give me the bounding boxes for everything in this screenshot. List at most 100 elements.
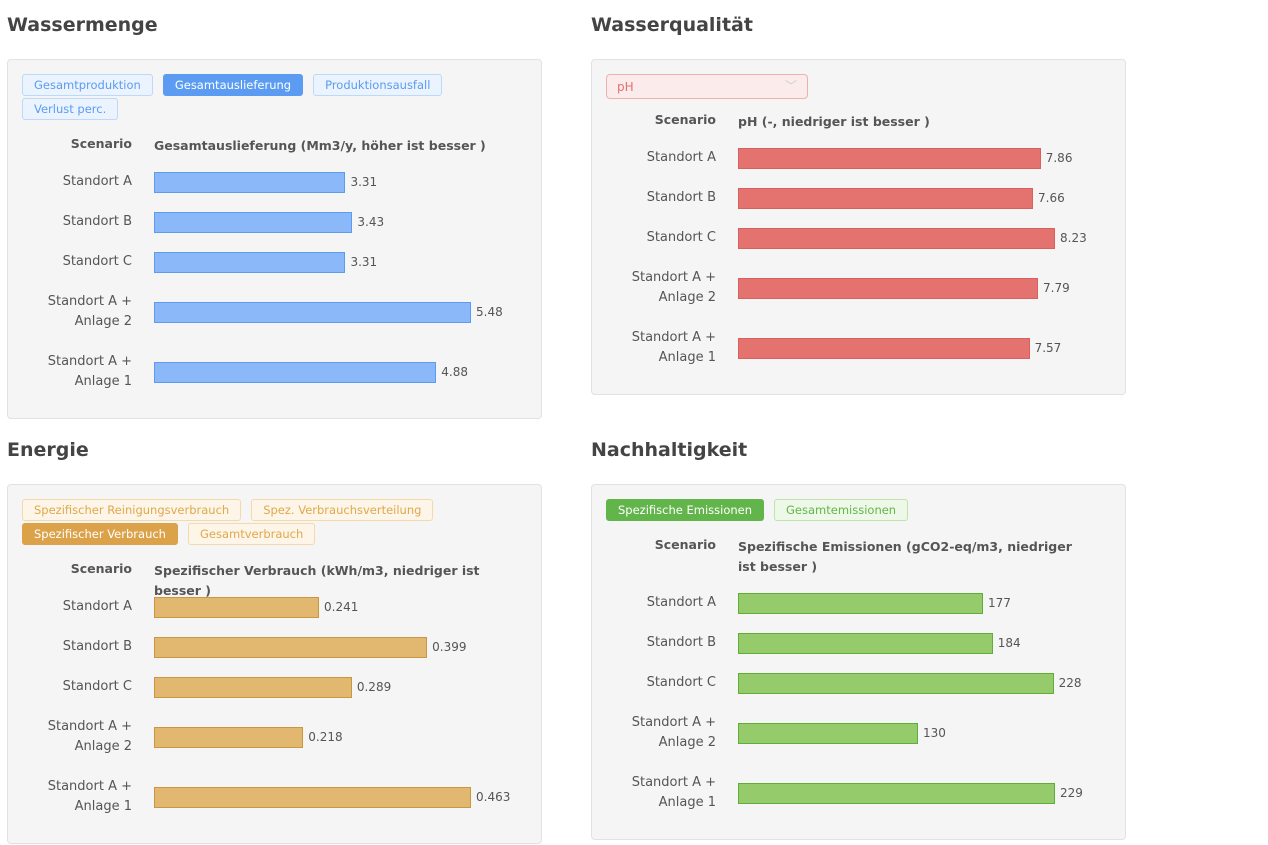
bar[interactable] [738, 188, 1034, 209]
metric-button[interactable]: Produktionsausfall [313, 74, 443, 96]
metric-button[interactable]: Spezifischer Verbrauch [22, 523, 178, 545]
category-label: Standort C [62, 679, 132, 694]
bar-row: Standort A + Anlage 2 0.218 [8, 717, 541, 777]
category-label: Standort A + Anlage 1 [47, 779, 132, 814]
bar[interactable] [738, 633, 993, 654]
bar-row: Standort A + Anlage 2 7.79 [592, 268, 1125, 328]
bar-row: Standort A + Anlage 1 229 [592, 773, 1125, 833]
bar-row: Standort C 3.31 [8, 252, 541, 292]
bar-value-label: 3.43 [357, 215, 385, 229]
metric-select-value: pH [617, 80, 634, 94]
bar-value-label: 130 [922, 726, 946, 740]
chart-title: Energie [7, 439, 89, 461]
value-header: Spezifische Emissionen (gCO2-eq/m3, nied… [738, 539, 1072, 574]
bar[interactable] [154, 172, 346, 193]
bar[interactable] [738, 593, 984, 614]
metric-select[interactable]: pH ﹀ [606, 74, 808, 99]
bar[interactable] [154, 302, 471, 323]
category-label: Standort A + Anlage 1 [47, 354, 132, 389]
bar[interactable] [738, 783, 1055, 804]
category-label: Standort A + Anlage 2 [631, 715, 716, 750]
bar-value-label: 7.79 [1043, 281, 1070, 295]
bar-row: Standort A + Anlage 2 5.48 [8, 292, 541, 352]
metric-button[interactable]: Spez. Verbrauchsverteilung [251, 499, 434, 521]
bar-value-label: 3.31 [350, 255, 378, 269]
chart-panel: Gesamtproduktion Gesamtauslieferung Produk… [7, 59, 542, 419]
metric-button[interactable]: Gesamtproduktion [22, 74, 153, 96]
bar[interactable] [154, 787, 471, 808]
bar-row: Standort A 177 [592, 593, 1125, 633]
category-label: Standort A + Anlage 2 [47, 719, 132, 754]
metric-button[interactable]: Spezifischer Reinigungsverbrauch [22, 499, 242, 521]
chart-title: Nachhaltigkeit [591, 439, 748, 461]
bar[interactable] [738, 148, 1041, 169]
category-label: Standort C [62, 254, 132, 269]
chevron-down-icon: ﹀ [784, 79, 797, 93]
metric-button[interactable]: Gesamtemissionen [774, 499, 909, 521]
bar[interactable] [738, 673, 1054, 694]
bar-row: Standort B 0.399 [8, 637, 541, 677]
metric-button[interactable]: Verlust perc. [22, 98, 119, 120]
bar-row: Standort B 3.43 [8, 212, 541, 252]
bar-value-label: 7.57 [1034, 341, 1062, 355]
category-label: Standort A [646, 595, 716, 610]
bar-value-label: 0.218 [308, 730, 343, 744]
metric-button-group: Spezifischer Reinigungsverbrauch Spez. Ve… [22, 499, 462, 545]
bar-value-label: 3.31 [350, 175, 378, 189]
category-label: Standort B [62, 214, 132, 229]
category-header: Scenario [654, 112, 716, 127]
category-header: Scenario [70, 561, 132, 576]
bar[interactable] [154, 362, 437, 383]
bar[interactable] [154, 212, 353, 233]
bar-value-label: 229 [1060, 786, 1083, 800]
metric-button[interactable]: Spezifische Emissionen [606, 499, 765, 521]
bar-value-label: 7.86 [1045, 151, 1073, 165]
bar-row: Standort A + Anlage 1 7.57 [592, 328, 1125, 388]
category-label: Standort A + Anlage 2 [631, 270, 716, 305]
bar[interactable] [738, 228, 1055, 249]
bar-row: Standort A + Anlage 1 0.463 [8, 777, 541, 837]
bar-row: Standort A 3.31 [8, 172, 541, 212]
category-header: Scenario [654, 537, 716, 552]
metric-button[interactable]: Gesamtauslieferung [162, 74, 304, 96]
metric-button-group: Gesamtproduktion Gesamtauslieferung Produk… [22, 74, 462, 120]
bar-row: Standort B 184 [592, 633, 1125, 673]
category-label: Standort C [646, 230, 716, 245]
chart-title: Wasserqualität [591, 14, 753, 36]
category-label: Standort B [646, 635, 716, 650]
bar[interactable] [154, 252, 346, 273]
bar-row: Standort C 228 [592, 673, 1125, 713]
bar-value-label: 4.88 [441, 365, 468, 379]
bar-row: Standort C 0.289 [8, 677, 541, 717]
category-label: Standort A + Anlage 2 [47, 294, 132, 329]
bar[interactable] [154, 637, 428, 658]
bar-value-label: 228 [1058, 676, 1082, 690]
category-label: Standort A [646, 150, 716, 165]
metric-button-group: Spezifische Emissionen Gesamtemissionen [606, 499, 1046, 521]
bar[interactable] [154, 677, 352, 698]
chart-panel: pH ﹀ Scenario pH (-, niedriger ist besser )… [591, 59, 1126, 395]
bar-row: Standort C 8.23 [592, 228, 1125, 268]
chart-panel: Spezifische Emissionen Gesamtemissionen Sc… [591, 484, 1126, 840]
bar-value-label: 8.23 [1060, 231, 1087, 245]
bar[interactable] [154, 597, 319, 618]
bar[interactable] [154, 727, 304, 748]
chart-title: Wassermenge [7, 14, 158, 36]
value-header: pH (-, niedriger ist besser ) [738, 114, 930, 129]
bar-row: Standort A 7.86 [592, 148, 1125, 188]
bar-value-label: 0.463 [476, 790, 511, 804]
category-header: Scenario [70, 136, 132, 151]
bar[interactable] [738, 338, 1030, 359]
bar-value-label: 184 [997, 636, 1021, 650]
category-label: Standort A [62, 174, 132, 189]
value-header: Gesamtauslieferung (Mm3/y, höher ist bes… [154, 138, 486, 153]
bar[interactable] [738, 723, 918, 744]
bar[interactable] [738, 278, 1039, 299]
bar-value-label: 5.48 [476, 305, 503, 319]
category-label: Standort B [646, 190, 716, 205]
metric-button[interactable]: Gesamtverbrauch [187, 523, 316, 545]
category-label: Standort A + Anlage 1 [631, 775, 716, 810]
category-label: Standort A + Anlage 1 [631, 330, 716, 365]
bar-value-label: 0.399 [432, 640, 467, 654]
bar-value-label: 177 [988, 596, 1011, 610]
